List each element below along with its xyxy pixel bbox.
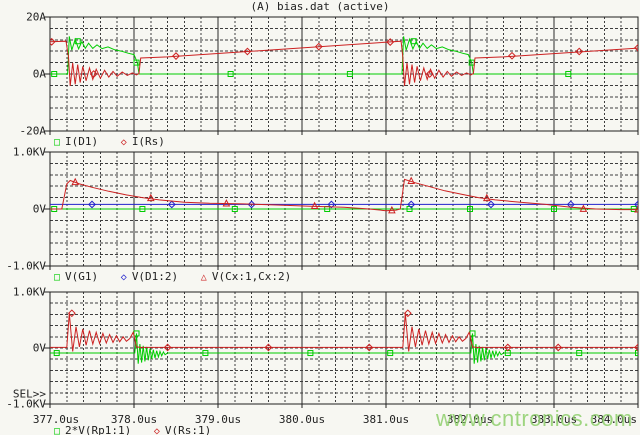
y-tick-label: -20A bbox=[19, 124, 47, 138]
x-tick-label: 378.0us bbox=[110, 413, 158, 426]
trace-marker-icon: □ bbox=[54, 272, 61, 283]
x-tick-label: 382.0us bbox=[446, 413, 494, 426]
trace-marker-icon: ◇ bbox=[120, 272, 127, 283]
legend-item-v-g1[interactable]: □ V(G1) bbox=[54, 270, 99, 283]
legend-plot-currents: □ I(D1) ◇ I(Rs) bbox=[54, 135, 181, 148]
watermark: www.cntronics.com bbox=[436, 406, 633, 431]
legend-item-2v-rp1[interactable]: □ 2*V(Rp1:1) bbox=[54, 424, 132, 435]
y-tick-label: 0V bbox=[32, 341, 46, 355]
x-tick-label: 383.0us bbox=[530, 413, 578, 426]
x-tick-label: 381.0us bbox=[362, 413, 410, 426]
trace-marker-icon: □ bbox=[54, 137, 61, 148]
legend-item-i-rs[interactable]: ◇ I(Rs) bbox=[120, 135, 165, 148]
x-tick-label: 379.0us bbox=[194, 413, 242, 426]
plot-title: (A) bias.dat (active) bbox=[250, 0, 390, 13]
y-tick-label: 1.0KV bbox=[12, 145, 46, 159]
y-tick-label: 0A bbox=[32, 67, 46, 81]
y-tick-label: -1.0KV bbox=[6, 397, 46, 411]
y-tick-label: 1.0KV bbox=[12, 285, 46, 299]
legend-plot-voltages: □ V(G1) ◇ V(D1:2) △ V(Cx:1,Cx:2) bbox=[54, 270, 307, 283]
plot-area-selected[interactable] bbox=[44, 291, 640, 408]
trace-marker-icon: ◇ bbox=[120, 137, 127, 148]
x-tick-label: 377.0us bbox=[32, 413, 80, 426]
legend-plot-selected: □ 2*V(Rp1:1) ◇ V(Rs:1) bbox=[54, 424, 227, 435]
x-tick-label: 384.0us bbox=[590, 413, 637, 426]
legend-item-i-d1[interactable]: □ I(D1) bbox=[54, 135, 99, 148]
y-tick-label: 20A bbox=[26, 10, 46, 24]
legend-item-v-rs1[interactable]: ◇ V(Rs:1) bbox=[153, 424, 212, 435]
y-tick-label: -1.0KV bbox=[6, 259, 46, 273]
y-tick-label: 0V bbox=[32, 202, 46, 216]
trace-marker-icon: ◇ bbox=[153, 426, 160, 435]
plot-area-currents[interactable] bbox=[44, 16, 640, 135]
sel-indicator: SEL>> bbox=[12, 387, 46, 401]
legend-item-v-d1-2[interactable]: ◇ V(D1:2) bbox=[120, 270, 179, 283]
legend-item-v-cx[interactable]: △ V(Cx:1,Cx:2) bbox=[200, 270, 292, 283]
plot-area-voltages[interactable] bbox=[44, 151, 640, 270]
x-tick-label: 380.0us bbox=[278, 413, 326, 426]
trace-marker-icon: □ bbox=[54, 426, 61, 435]
trace-marker-icon: △ bbox=[200, 272, 207, 283]
